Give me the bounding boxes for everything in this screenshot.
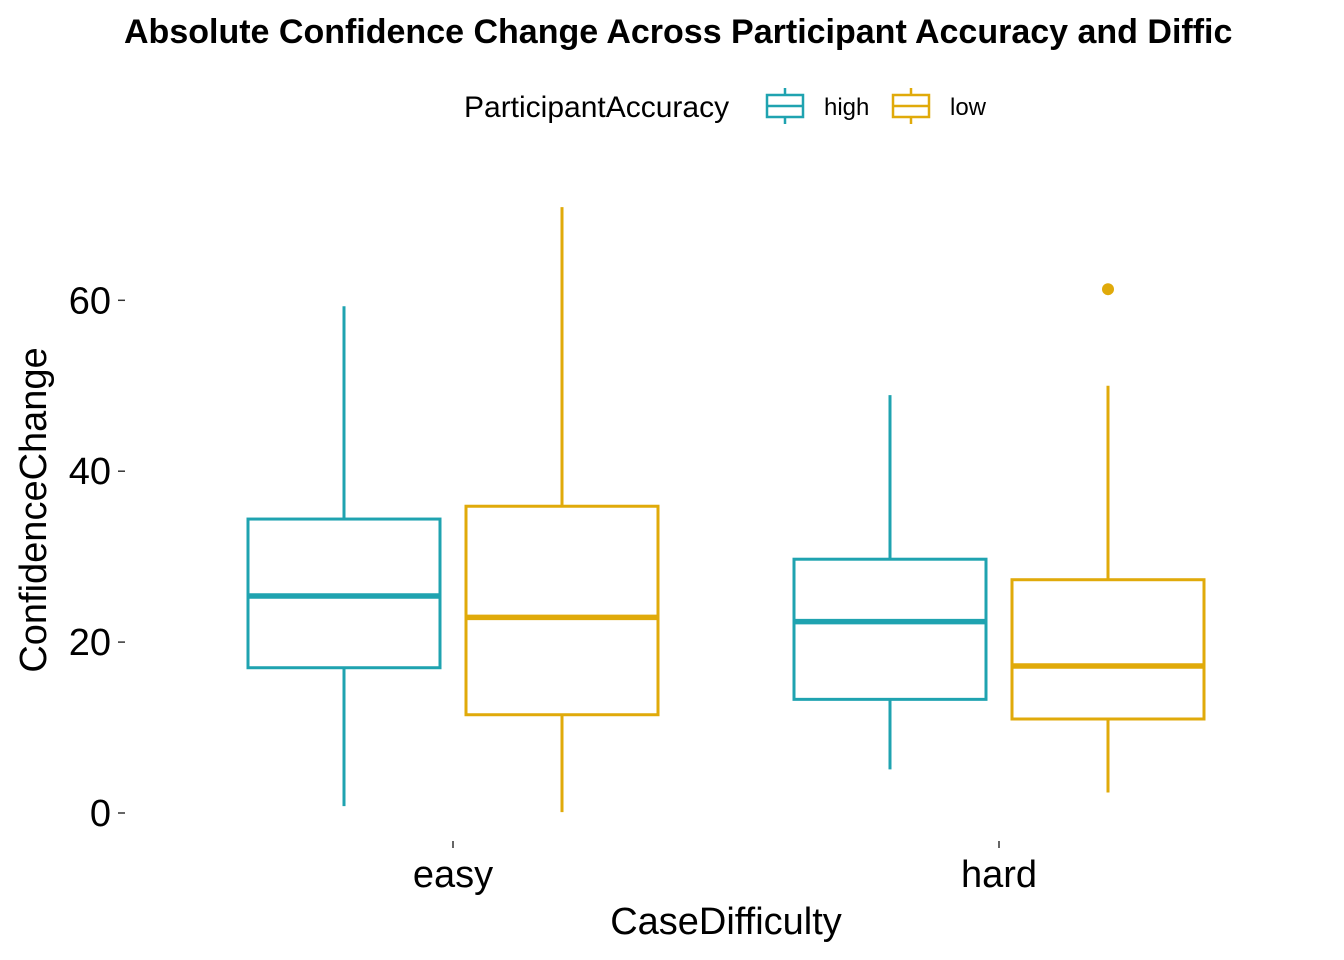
legend-key-low [891,88,931,124]
box-iqr [464,504,660,717]
outlier-point [1102,283,1114,296]
x-axis-title: CaseDifficulty [610,901,842,943]
y-tick-label: 0 [90,793,111,835]
y-axis: 0 20 40 60 [69,280,125,835]
y-tick-label: 20 [69,622,111,664]
x-tick-label: easy [413,854,493,896]
legend-title: ParticipantAccuracy [464,91,729,124]
x-tick-label: hard [961,854,1037,896]
y-tick-label: 40 [69,451,111,493]
legend-label-high: high [824,94,869,121]
x-axis: easy hard [413,841,1037,896]
box-low-easy [464,207,660,813]
chart-title: Absolute Confidence Change Across Partic… [124,13,1232,51]
legend: ParticipantAccuracy high low [464,88,987,124]
legend-label-low: low [950,94,987,121]
y-axis-title: ConfidenceChange [13,347,55,672]
box-iqr [1010,578,1206,721]
box-high-easy [246,306,442,807]
legend-key-high [765,88,805,124]
box-low-hard [1010,283,1206,793]
box-iqr [792,557,988,701]
plot-area [246,207,1206,813]
box-high-hard [792,395,988,770]
y-tick-label: 60 [69,280,111,322]
